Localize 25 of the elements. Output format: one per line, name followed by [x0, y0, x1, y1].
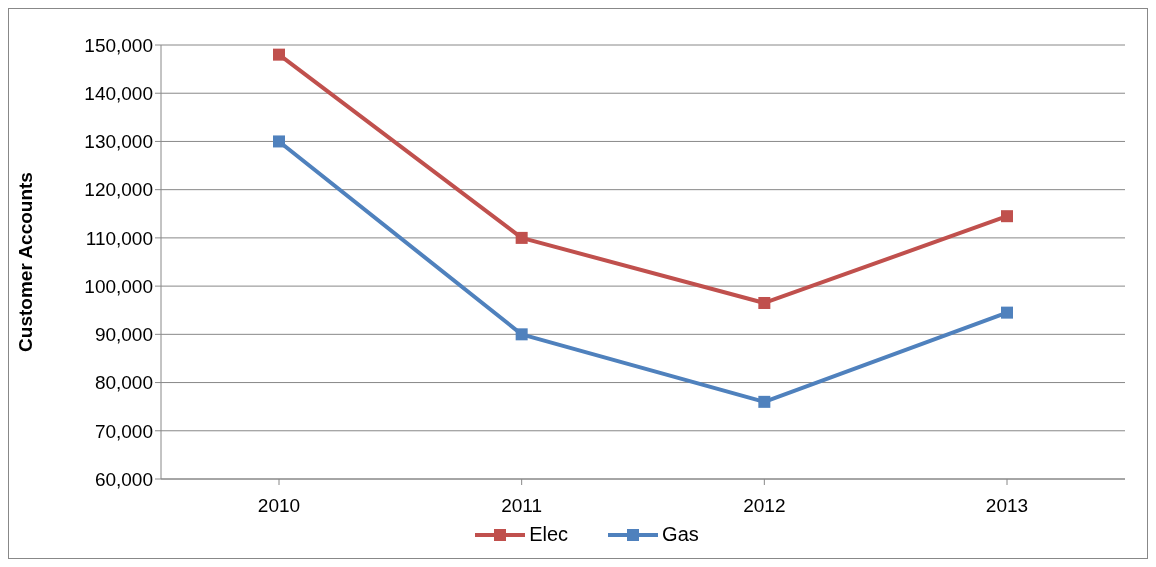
point: [1001, 306, 1013, 319]
point: [273, 48, 285, 61]
legend-label: Gas: [662, 523, 699, 546]
y-tick-label: 110,000: [85, 227, 153, 249]
y-axis-title: Customer Accounts: [14, 172, 36, 352]
point: [758, 296, 771, 309]
x-tick-label: 2012: [743, 495, 786, 517]
legend-label: Elec: [529, 523, 569, 546]
y-tick-label: 100,000: [84, 275, 153, 297]
y-tick-label: 70,000: [94, 420, 153, 442]
point: [515, 231, 528, 244]
x-tick-label: 2010: [257, 495, 301, 517]
y-tick-label: 140,000: [84, 82, 153, 104]
y-tick-label: 130,000: [84, 131, 153, 153]
point: [515, 328, 528, 341]
y-tick-label: 60,000: [94, 468, 153, 490]
point: [758, 395, 771, 408]
x-tick-label: 2011: [501, 495, 543, 517]
point: [273, 135, 285, 148]
y-tick-label: 150,000: [84, 34, 153, 56]
point: [1001, 210, 1013, 223]
x-tick-label: 2013: [985, 495, 1029, 517]
y-tick-label: 120,000: [84, 179, 153, 201]
y-tick-label: 80,000: [94, 372, 153, 394]
y-tick-label: 90,000: [94, 324, 153, 346]
